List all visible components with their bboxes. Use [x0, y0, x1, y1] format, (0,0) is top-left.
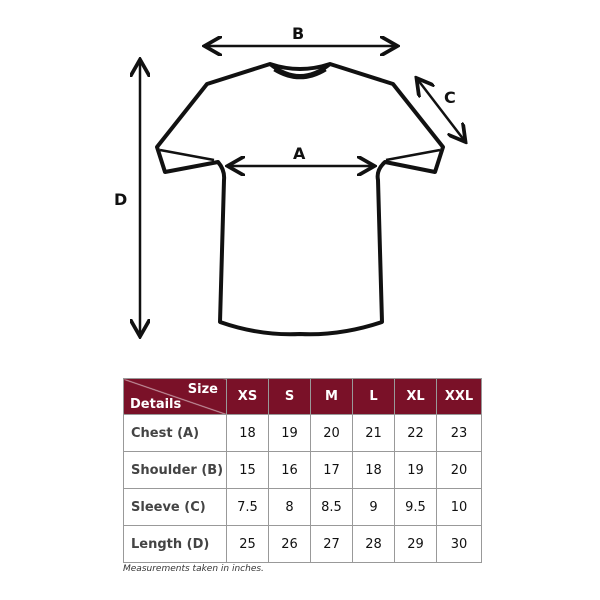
measurement-cell: 19 — [268, 414, 311, 452]
table-row: Sleeve (C) 7.5 8 8.5 9 9.5 10 — [123, 488, 482, 526]
row-label: Sleeve (C) — [123, 488, 227, 526]
label-b: B — [292, 24, 305, 43]
size-header: M — [310, 378, 353, 415]
details-heading: Details — [130, 397, 182, 412]
measurement-cell: 30 — [436, 525, 482, 563]
size-header: XL — [394, 378, 437, 415]
row-label: Chest (A) — [123, 414, 227, 452]
measurement-note: Measurements taken in inches. — [123, 564, 264, 574]
row-label: Shoulder (B) — [123, 451, 227, 489]
measurement-cell: 20 — [436, 451, 482, 489]
measurement-cell: 16 — [268, 451, 311, 489]
table-row: Shoulder (B) 15 16 17 18 19 20 — [123, 451, 482, 489]
table-row: Chest (A) 18 19 20 21 22 23 — [123, 414, 482, 452]
size-header: S — [268, 378, 311, 415]
header-row: Size Details XS S M L XL XXL — [123, 378, 482, 415]
measurement-cell: 7.5 — [226, 488, 269, 526]
measurement-cell: 27 — [310, 525, 353, 563]
size-header: XS — [226, 378, 269, 415]
measurement-cell: 25 — [226, 525, 269, 563]
size-header: XXL — [436, 378, 482, 415]
measurement-cell: 17 — [310, 451, 353, 489]
tshirt-diagram — [0, 0, 600, 370]
measure-arrow-c — [418, 80, 464, 140]
measurement-cell: 10 — [436, 488, 482, 526]
measurement-cell: 18 — [352, 451, 395, 489]
measurement-cell: 9.5 — [394, 488, 437, 526]
measurement-cell: 21 — [352, 414, 395, 452]
measurement-cell: 9 — [352, 488, 395, 526]
measurement-cell: 23 — [436, 414, 482, 452]
measurement-cell: 26 — [268, 525, 311, 563]
measurement-cell: 20 — [310, 414, 353, 452]
label-a: A — [293, 144, 306, 163]
measurement-cell: 19 — [394, 451, 437, 489]
measurement-cell: 28 — [352, 525, 395, 563]
measurement-cell: 22 — [394, 414, 437, 452]
size-heading: Size — [187, 382, 218, 397]
size-chart-table: Size Details XS S M L XL XXL Chest (A) 18 1… — [123, 378, 482, 563]
label-c: C — [444, 88, 456, 107]
measurement-cell: 8 — [268, 488, 311, 526]
table-row: Length (D) 25 26 27 28 29 30 — [123, 525, 482, 563]
corner-header: Size Details — [123, 378, 227, 415]
measurement-cell: 8.5 — [310, 488, 353, 526]
measurement-cell: 15 — [226, 451, 269, 489]
tshirt-outline — [155, 62, 445, 337]
size-header: L — [352, 378, 395, 415]
label-d: D — [114, 190, 128, 209]
row-label: Length (D) — [123, 525, 227, 563]
measurement-cell: 18 — [226, 414, 269, 452]
measurement-cell: 29 — [394, 525, 437, 563]
